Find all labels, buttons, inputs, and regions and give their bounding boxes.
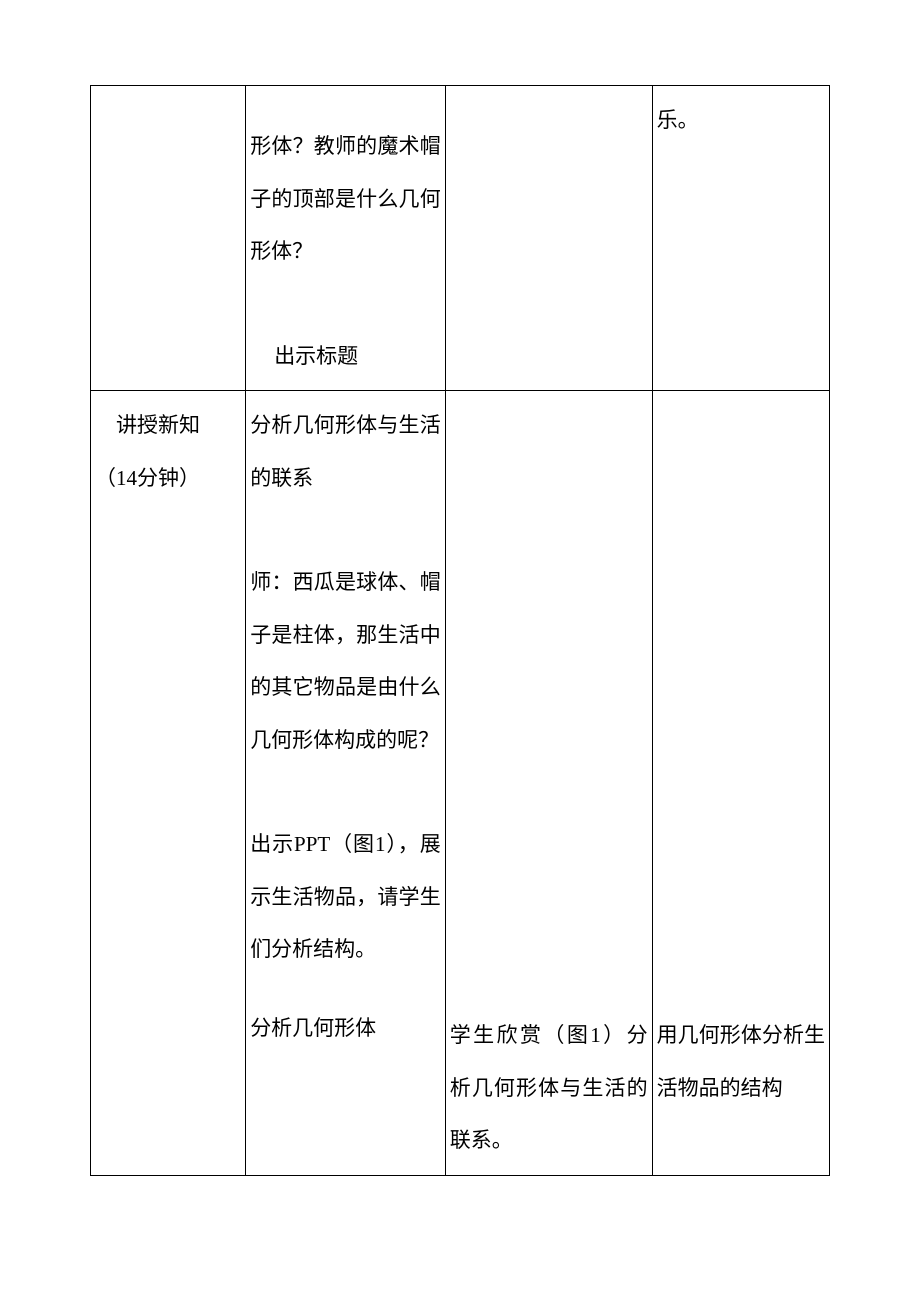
cell-text: （14分钟） — [95, 452, 241, 505]
table-cell: 讲授新知 （14分钟） — [91, 391, 246, 1176]
table-cell: 乐。 — [652, 86, 829, 391]
cell-text: 分析几何形体与生活的联系 — [250, 399, 441, 504]
table-cell — [445, 86, 652, 391]
table-cell — [91, 86, 246, 391]
table-cell: 用几何形体分析生活物品的结构 — [652, 391, 829, 1176]
table-cell: 学生欣赏（图1）分析几何形体与生活的联系。 — [445, 391, 652, 1176]
table-row: 形体？教师的魔术帽子的顶部是什么几何形体？ 出示标题 乐。 — [91, 86, 830, 391]
cell-text: 出示标题 — [250, 330, 441, 383]
cell-text: 师：西瓜是球体、帽子是柱体，那生活中的其它物品是由什么几何形体构成的呢？ — [250, 556, 441, 766]
cell-text: 出示PPT（图1），展示生活物品，请学生们分析结构。 — [250, 818, 441, 976]
cell-text: 乐。 — [657, 94, 825, 147]
cell-text: 学生欣赏（图1）分析几何形体与生活的联系。 — [450, 1009, 648, 1167]
cell-text: 形体？教师的魔术帽子的顶部是什么几何形体？ — [250, 120, 441, 278]
cell-text: 分析几何形体 — [250, 1002, 441, 1055]
table-row: 讲授新知 （14分钟） 分析几何形体与生活的联系 师：西瓜是球体、帽子是柱体，那… — [91, 391, 830, 1176]
cell-text: 用几何形体分析生活物品的结构 — [657, 1009, 825, 1114]
table-cell: 分析几何形体与生活的联系 师：西瓜是球体、帽子是柱体，那生活中的其它物品是由什么… — [246, 391, 446, 1176]
cell-text: 讲授新知 — [95, 399, 241, 452]
table-cell: 形体？教师的魔术帽子的顶部是什么几何形体？ 出示标题 — [246, 86, 446, 391]
lesson-plan-table: 形体？教师的魔术帽子的顶部是什么几何形体？ 出示标题 乐。 讲授新知 （14分钟… — [90, 85, 830, 1176]
